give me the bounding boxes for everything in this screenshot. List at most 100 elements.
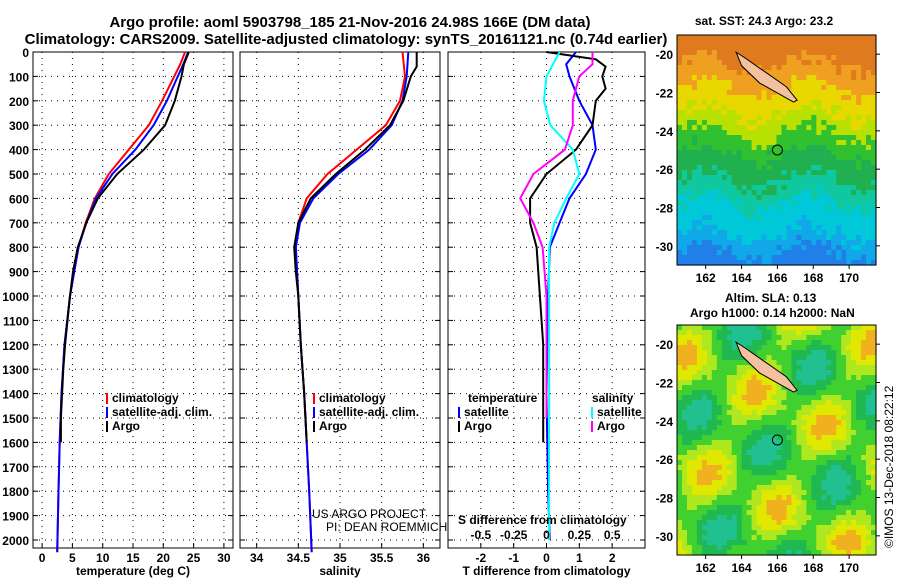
map-cell — [751, 100, 758, 106]
map-cell — [826, 125, 832, 131]
map-cell — [786, 460, 793, 466]
map-cell — [861, 250, 867, 256]
map-cell — [682, 420, 688, 426]
map-cell — [851, 475, 857, 481]
map-cell — [741, 375, 748, 381]
map-cell — [866, 55, 872, 61]
map-cell — [846, 60, 852, 66]
map-cell — [731, 460, 738, 466]
map-cell — [726, 355, 733, 361]
map-cell — [751, 170, 758, 176]
map-cell — [831, 540, 837, 546]
map-cell — [806, 405, 812, 411]
map-cell — [856, 420, 862, 426]
map-cell — [861, 390, 867, 396]
map-cell — [716, 35, 723, 41]
map-cell — [841, 505, 847, 511]
sla-map-title2: Argo h1000: 0.14 h2000: NaN — [690, 306, 855, 320]
map-cell — [851, 485, 857, 491]
map-cell — [751, 405, 758, 411]
map-cell — [736, 75, 743, 81]
series-line-t-satellite — [545, 51, 597, 541]
credit-pi: PI: DEAN ROEMMICH — [326, 520, 447, 534]
map-cell — [682, 130, 688, 136]
map-cell — [691, 505, 698, 511]
map-cell — [687, 550, 693, 556]
map-cell — [706, 170, 713, 176]
map-cell — [756, 235, 763, 241]
map-cell — [871, 550, 877, 556]
map-cell — [746, 190, 753, 196]
map-cell — [766, 420, 773, 426]
map-cell — [851, 375, 857, 381]
map-cell — [706, 195, 713, 201]
map-cell — [811, 110, 817, 116]
map-cell — [677, 540, 683, 546]
map-cell — [771, 65, 778, 71]
map-cell — [691, 175, 698, 181]
map-cell — [716, 490, 723, 496]
map-cell — [871, 490, 877, 496]
map-cell — [711, 400, 718, 406]
map-cell — [751, 55, 758, 61]
map-cell — [721, 90, 728, 96]
map-cell — [731, 540, 738, 546]
map-cell — [846, 425, 852, 431]
map-cell — [682, 220, 688, 226]
map-cell — [821, 145, 827, 151]
map-cell — [691, 520, 698, 526]
map-cell — [836, 210, 842, 216]
map-cell — [806, 105, 812, 111]
map-cell — [831, 140, 837, 146]
map-cell — [831, 350, 837, 356]
map-cell — [811, 60, 817, 66]
map-cell — [682, 225, 688, 231]
map-cell — [846, 220, 852, 226]
map-cell — [731, 510, 738, 516]
map-cell — [726, 110, 733, 116]
map-cell — [716, 515, 723, 521]
map-cell — [801, 340, 807, 346]
lon-tick-label: 170 — [839, 271, 859, 285]
map-cell — [701, 440, 708, 446]
map-cell — [836, 360, 842, 366]
map-cell — [861, 350, 867, 356]
map-cell — [851, 180, 857, 186]
map-cell — [786, 55, 793, 61]
map-cell — [687, 465, 693, 471]
map-cell — [677, 110, 683, 116]
map-cell — [841, 515, 847, 521]
map-cell — [766, 525, 773, 531]
map-cell — [846, 100, 852, 106]
map-cell — [851, 205, 857, 211]
map-cell — [786, 125, 793, 131]
legend-title-salinity: salinity — [592, 391, 634, 405]
map-cell — [776, 40, 783, 46]
map-cell — [756, 500, 763, 506]
map-cell — [821, 445, 827, 451]
map-cell — [696, 525, 703, 531]
map-cell — [801, 120, 807, 126]
map-cell — [726, 495, 733, 501]
map-cell — [826, 535, 832, 541]
map-cell — [716, 160, 723, 166]
map-cell — [801, 60, 807, 66]
map-cell — [781, 385, 788, 391]
map-cell — [856, 475, 862, 481]
map-cell — [861, 470, 867, 476]
map-cell — [801, 170, 807, 176]
map-cell — [731, 220, 738, 226]
map-cell — [701, 325, 708, 331]
map-cell — [871, 535, 877, 541]
map-cell — [761, 470, 768, 476]
map-cell — [846, 495, 852, 501]
map-cell — [701, 450, 708, 456]
map-cell — [682, 430, 688, 436]
map-cell — [786, 195, 793, 201]
map-cell — [701, 520, 708, 526]
map-cell — [821, 60, 827, 66]
map-cell — [851, 410, 857, 416]
map-cell — [831, 215, 837, 221]
map-cell — [786, 45, 793, 51]
map-cell — [796, 480, 802, 486]
